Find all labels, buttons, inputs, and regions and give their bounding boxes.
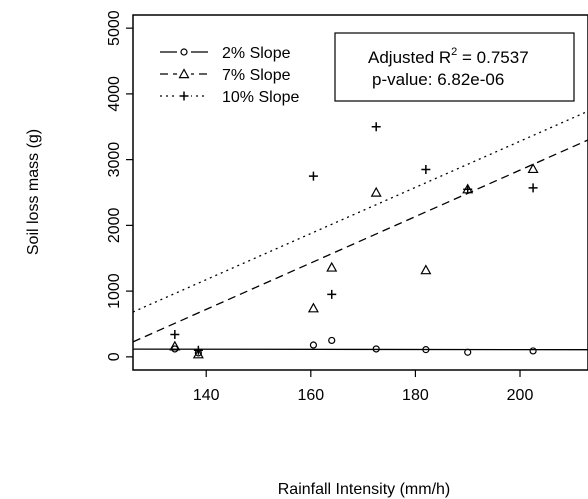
x-tick-label: 200 (507, 387, 534, 404)
data-point-plus (463, 184, 473, 194)
legend-marker (177, 89, 191, 103)
adjusted-r2-prefix: Adjusted R (368, 48, 451, 67)
data-point-circle (171, 345, 179, 353)
data-point-triangle (370, 186, 382, 197)
data-point-triangle (169, 340, 181, 351)
data-point-triangle (420, 264, 432, 275)
x-axis-label: Rainfall Intensity (mm/h) (278, 481, 451, 498)
p-value-text: p-value: 6.82e-06 (372, 70, 504, 89)
data-points (169, 122, 539, 359)
legend: 2% Slope 7% Slope 10% Slope (160, 45, 299, 106)
data-point-plus (193, 345, 203, 355)
data-point-circle (464, 348, 472, 356)
fit-line-plus (132, 110, 588, 313)
x-tick-label: 140 (193, 387, 220, 404)
y-tick-label: 1000 (106, 273, 123, 309)
x-axis-ticks: 140 160 180 200 (193, 370, 534, 404)
y-axis-label: Soil loss mass (g) (25, 129, 42, 255)
data-point-triangle (527, 163, 539, 174)
legend-label: 10% Slope (222, 89, 299, 106)
data-point-plus (327, 289, 337, 299)
legend-marker-bg (177, 45, 191, 59)
plot-frame (132, 14, 588, 371)
data-point-plus (528, 183, 538, 193)
y-tick-label: 5000 (106, 10, 123, 46)
data-point-triangle (307, 302, 319, 313)
y-tick-label: 4000 (106, 76, 123, 112)
data-point-triangle (326, 261, 338, 272)
adjusted-r2-text: Adjusted R2 = 0.7537 (368, 46, 529, 67)
data-point-circle (328, 336, 336, 345)
data-point-triangle (192, 348, 204, 359)
data-point-plus (170, 330, 180, 339)
fit-line-circle (132, 348, 588, 351)
fit-line-triangle (132, 139, 588, 343)
y-tick-label: 2000 (106, 207, 123, 243)
legend-marker-triangle (178, 68, 190, 79)
y-tick-label: 3000 (106, 142, 123, 178)
stats-annotation-box (334, 32, 575, 102)
fit-lines (132, 110, 588, 351)
legend-label: 7% Slope (222, 67, 291, 84)
legend-marker (177, 45, 191, 59)
legend-marker-circle (180, 48, 188, 56)
data-point-circle (372, 345, 380, 353)
data-point-plus (371, 122, 381, 132)
x-tick-label: 180 (402, 387, 429, 404)
data-point-circle (529, 347, 537, 355)
legend-marker (177, 67, 191, 81)
data-point-circle (422, 346, 430, 354)
legend-marker-plus (179, 91, 189, 101)
data-point-plus (308, 171, 318, 181)
data-point-circle (309, 341, 318, 349)
y-axis-ticks: 0 1000 2000 3000 4000 5000 (106, 10, 133, 361)
y-tick-label: 0 (106, 352, 123, 361)
x-tick-label: 160 (297, 387, 324, 404)
adjusted-r2-value: = 0.7537 (457, 48, 528, 67)
data-point-plus (421, 164, 431, 174)
stats-annotation: Adjusted R2 = 0.7537 p-value: 6.82e-06 (334, 32, 575, 102)
adjusted-r2-superscript: 2 (451, 46, 457, 58)
legend-label: 2% Slope (222, 45, 291, 62)
